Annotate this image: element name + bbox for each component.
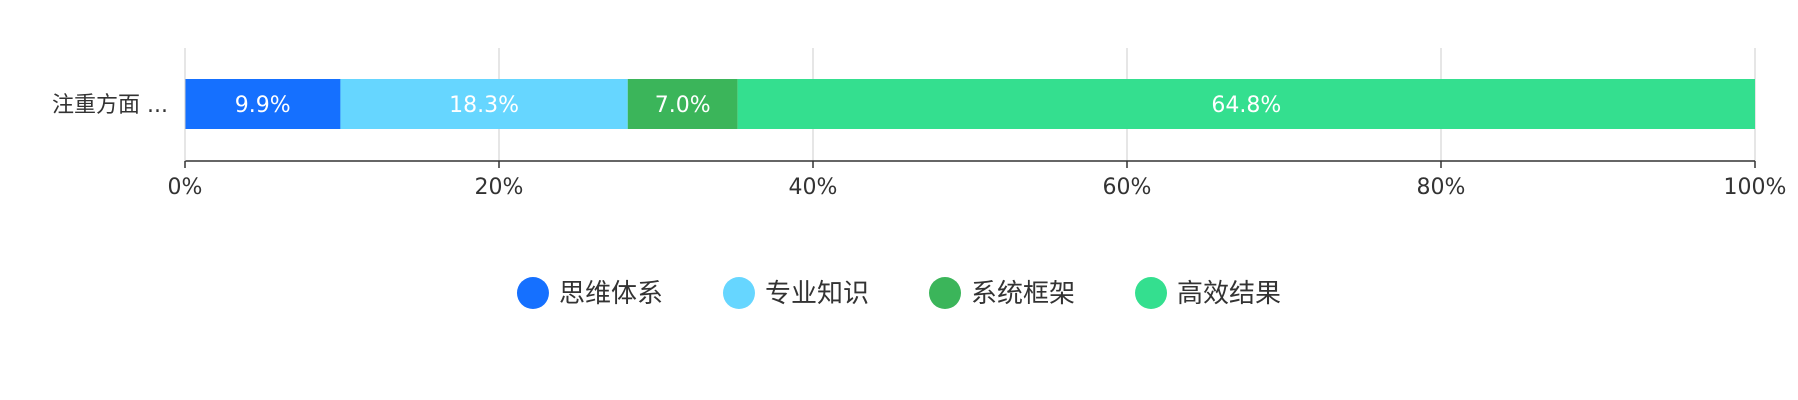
legend-item[interactable]: 系统框架	[929, 277, 1075, 309]
x-tick-label: 40%	[789, 175, 838, 200]
legend-swatch	[722, 277, 755, 309]
bar-segments: 9.9% 18.3% 7.0% 64.8%	[185, 79, 1755, 129]
x-tick-label: 20%	[475, 175, 524, 200]
category-label: 注重方面 ...	[52, 93, 168, 118]
data-label: 9.9%	[235, 93, 291, 118]
legend: 思维体系 专业知识 系统框架 高效结果	[516, 277, 1281, 309]
bar-segment[interactable]	[340, 79, 628, 129]
data-label: 18.3%	[449, 93, 519, 118]
legend-item[interactable]: 思维体系	[516, 277, 663, 309]
data-label: 64.8%	[1211, 93, 1281, 118]
x-tick-label: 80%	[1417, 175, 1466, 200]
legend-label: 思维体系	[559, 279, 663, 309]
x-axis: 0% 20% 40% 60% 80% 100%	[168, 160, 1787, 200]
legend-item[interactable]: 专业知识	[722, 277, 869, 309]
bar-segment[interactable]	[185, 79, 341, 129]
bar-segment[interactable]	[627, 79, 738, 129]
category-axis: 注重方面 ...	[52, 48, 186, 161]
x-tick-label: 100%	[1724, 175, 1787, 200]
legend-item[interactable]: 高效结果	[1135, 277, 1281, 309]
x-tick-label: 0%	[168, 175, 203, 200]
legend-label: 高效结果	[1177, 279, 1281, 309]
legend-swatch	[929, 277, 961, 309]
legend-swatch	[1135, 277, 1168, 309]
legend-swatch	[516, 277, 549, 309]
bar-segment[interactable]	[737, 79, 1755, 129]
data-label: 7.0%	[655, 93, 711, 118]
legend-label: 系统框架	[971, 279, 1075, 309]
x-tick-label: 60%	[1103, 175, 1152, 200]
legend-label: 专业知识	[765, 279, 869, 309]
